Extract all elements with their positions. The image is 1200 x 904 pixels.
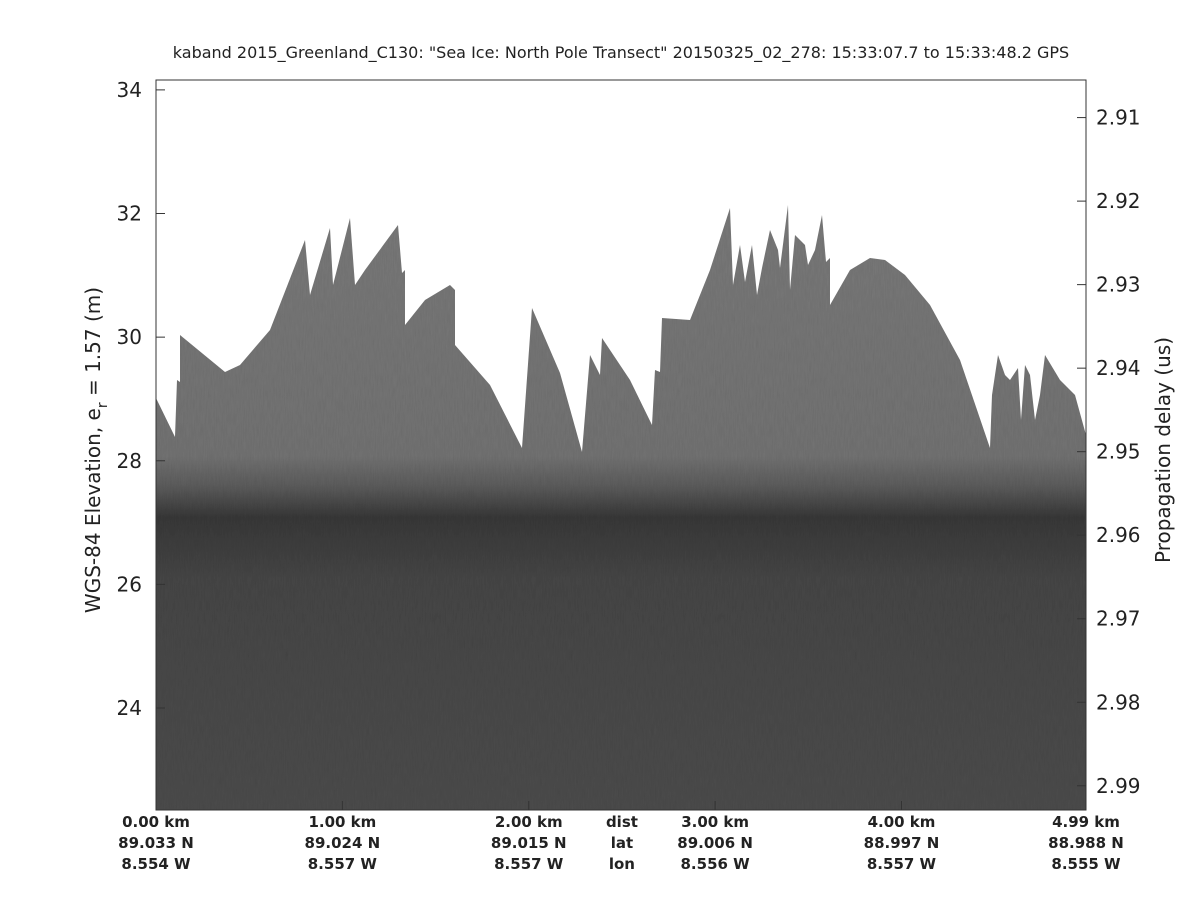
x-tick-lon: 8.554 W bbox=[121, 855, 191, 873]
y2-tick-label: 2.96 bbox=[1096, 523, 1141, 547]
y-tick-label: 34 bbox=[117, 78, 142, 102]
x-tick-label: 3.00 km bbox=[681, 813, 749, 831]
y-label-text: = 1.57 (m) bbox=[81, 287, 105, 402]
x-tick-lon: 8.557 W bbox=[867, 855, 937, 873]
axes-box bbox=[155, 79, 1087, 811]
y2-tick-label: 2.91 bbox=[1096, 106, 1141, 130]
x-tick-lat: 89.015 N bbox=[491, 834, 567, 852]
x-tick-label: 1.00 km bbox=[308, 813, 376, 831]
x-tick-lat: 88.988 N bbox=[1048, 834, 1124, 852]
y2-tick-label: 2.94 bbox=[1096, 356, 1141, 380]
y-tick-label: 30 bbox=[117, 325, 142, 349]
x-tick-lat: 89.006 N bbox=[677, 834, 753, 852]
x-tick-label: 4.99 km bbox=[1052, 813, 1120, 831]
x-tick-lat: 89.024 N bbox=[305, 834, 381, 852]
y2-tick-label: 2.98 bbox=[1096, 690, 1141, 714]
x-tick-label: 4.00 km bbox=[868, 813, 936, 831]
x-tick-lat: 89.033 N bbox=[118, 834, 194, 852]
x-tick-lon: 8.557 W bbox=[494, 855, 564, 873]
y2-axis-label: Propagation delay (us) bbox=[1151, 337, 1175, 563]
y-tick-label: 24 bbox=[117, 696, 142, 720]
y2-tick-label: 2.93 bbox=[1096, 273, 1141, 297]
y-axis-label: WGS-84 Elevation, er = 1.57 (m) bbox=[81, 287, 111, 613]
echogram-image bbox=[156, 205, 1086, 810]
y2-tick-label: 2.97 bbox=[1096, 607, 1141, 631]
x-tick-lon: 8.555 W bbox=[1051, 855, 1121, 873]
y2-tick-label: 2.92 bbox=[1096, 189, 1141, 213]
y-label-sub: r bbox=[95, 402, 111, 408]
x-tick-lon: 8.557 W bbox=[308, 855, 378, 873]
x-tick-lat: 88.997 N bbox=[864, 834, 940, 852]
row-label: dist bbox=[606, 813, 638, 831]
chart-title: kaband 2015_Greenland_C130: "Sea Ice: No… bbox=[173, 43, 1069, 63]
y-tick-label: 26 bbox=[117, 572, 142, 596]
y2-tick-label: 2.99 bbox=[1096, 774, 1141, 798]
y-label-text: WGS-84 Elevation, e bbox=[81, 408, 105, 613]
y2-tick-label: 2.95 bbox=[1096, 440, 1141, 464]
row-label: lat bbox=[611, 834, 633, 852]
x-tick-label: 2.00 km bbox=[495, 813, 563, 831]
y-tick-label: 32 bbox=[117, 202, 142, 226]
x-tick-lon: 8.556 W bbox=[681, 855, 751, 873]
row-label: lon bbox=[609, 855, 635, 873]
x-tick-label: 0.00 km bbox=[122, 813, 190, 831]
y-tick-label: 28 bbox=[117, 449, 142, 473]
